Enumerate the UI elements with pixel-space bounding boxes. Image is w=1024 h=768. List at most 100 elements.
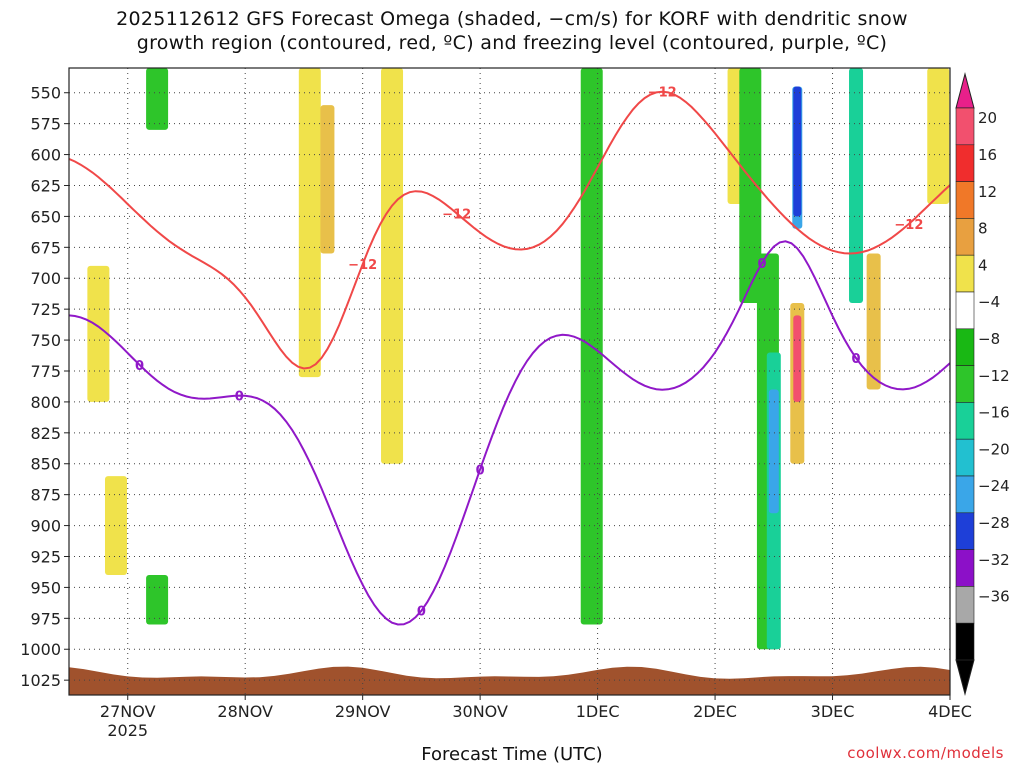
freezing-level-contour — [69, 240, 950, 626]
x-axis-title: Forecast Time (UTC) — [421, 744, 603, 765]
colorbar-label: −24 — [978, 477, 1010, 495]
y-axis: 550 575 600 625 650 675 700 725 750 775 800 825 850 8… — [20, 84, 69, 690]
x-tick-label: 27NOV — [100, 702, 156, 721]
omega-region-15 — [849, 68, 864, 303]
y-tick-label: 675 — [30, 238, 61, 257]
colorbar-bottom-arrow — [955, 659, 975, 696]
colorbar-label: −20 — [978, 440, 1010, 458]
x-tick-label: 2DEC — [693, 702, 737, 721]
colorbar-swatch-14 — [955, 622, 975, 661]
omega-region-9 — [104, 476, 127, 576]
ground-terrain — [69, 666, 950, 695]
y-tick-label: 950 — [30, 578, 61, 597]
y-tick-label: 725 — [30, 300, 61, 319]
dgz-contour-label-0: −12 — [442, 207, 471, 222]
colorbar-label: 12 — [978, 183, 997, 201]
x-tick-label: 4DEC — [928, 702, 972, 721]
y-tick-label: 875 — [30, 486, 61, 505]
colorbar-swatch-10 — [955, 475, 975, 514]
chart-title-line-2: growth region (contoured, red, ºC) and f… — [136, 32, 888, 54]
omega-region-4 — [927, 68, 950, 205]
freezing-contour-label-4: 0 — [758, 257, 767, 272]
omega-region-7 — [793, 315, 802, 402]
omega-region-14 — [768, 389, 779, 514]
x-tick-label: 30NOV — [452, 702, 508, 721]
omega-region-8 — [87, 265, 110, 402]
colorbar-swatch-0 — [955, 107, 975, 146]
omega-region-18 — [146, 68, 169, 130]
y-tick-label: 750 — [30, 331, 61, 350]
colorbar-swatch-4 — [955, 254, 975, 293]
source-credit: coolwx.com/models — [847, 744, 1004, 762]
omega-region-19 — [146, 575, 169, 625]
y-tick-label: 800 — [30, 393, 61, 412]
y-tick-label: 925 — [30, 547, 61, 566]
y-tick-label: 550 — [30, 84, 61, 103]
x-tick-label: 1DEC — [576, 702, 620, 721]
y-tick-label: 575 — [30, 115, 61, 134]
dgz-contour — [69, 90, 950, 370]
ground-fill — [69, 666, 950, 695]
y-tick-label: 625 — [30, 176, 61, 195]
y-tick-label: 1025 — [20, 671, 61, 690]
colorbar-swatch-12 — [955, 549, 975, 587]
colorbar-label: 4 — [978, 256, 988, 274]
colorbar-swatch-7 — [955, 365, 975, 403]
colorbar-label: 8 — [978, 220, 988, 238]
colorbar-label: −28 — [978, 514, 1010, 532]
x-tick-label: 28NOV — [217, 702, 273, 721]
contours: −12 −12 −12 −12 0 0 0 0 0 0 — [69, 86, 950, 626]
y-tick-label: 850 — [30, 455, 61, 474]
y-tick-label: 900 — [30, 517, 61, 536]
colorbar-label: −16 — [978, 404, 1010, 422]
colorbar-label: −32 — [978, 551, 1010, 569]
colorbar-swatch-3 — [955, 218, 975, 256]
colorbar-swatch-5 — [955, 291, 975, 330]
colorbar-swatch-11 — [955, 512, 975, 550]
colorbar-swatch-6 — [955, 328, 975, 366]
freezing-contour-label-3: 0 — [476, 463, 485, 478]
grid-lines — [69, 68, 951, 695]
colorbar-label: −12 — [978, 367, 1010, 385]
dgz-contour-label-3: −12 — [348, 258, 377, 273]
y-tick-label: 1000 — [20, 640, 61, 659]
omega-shading — [87, 68, 950, 650]
freezing-contour-label-5: 0 — [852, 352, 861, 367]
colorbar-swatch-13 — [955, 586, 975, 624]
colorbar-label: 16 — [978, 146, 997, 164]
omega-region-2 — [320, 105, 335, 254]
colorbar: 20 16 12 8 4 −4 −8 −12 −16 −20 −24 −28 −32 −36 — [955, 72, 1010, 696]
x-tick-label: 3DEC — [811, 702, 855, 721]
y-tick-label: 975 — [30, 609, 61, 628]
colorbar-label: −8 — [978, 330, 1000, 348]
freezing-contour-label-1: 0 — [235, 390, 244, 405]
freezing-contour-label-0: 0 — [135, 359, 144, 374]
y-tick-label: 775 — [30, 362, 61, 381]
omega-region-1 — [381, 68, 404, 464]
dgz-contour-label-1: −12 — [648, 86, 677, 101]
y-tick-label: 825 — [30, 424, 61, 443]
y-tick-label: 650 — [30, 207, 61, 226]
omega-region-11 — [739, 68, 762, 303]
freezing-contour-label-2: 0 — [417, 605, 426, 620]
colorbar-swatch-8 — [955, 402, 975, 440]
colorbar-label: 20 — [978, 109, 997, 127]
colorbar-swatch-1 — [955, 144, 975, 182]
colorbar-label: −4 — [978, 293, 1000, 311]
x-tick-label: 29NOV — [335, 702, 391, 721]
y-tick-label: 600 — [30, 146, 61, 165]
omega-region-17 — [793, 86, 802, 217]
plot-frame — [68, 67, 951, 696]
omega-region-0 — [298, 68, 321, 378]
dgz-contour-label-2: −12 — [894, 218, 923, 233]
y-tick-label: 700 — [30, 269, 61, 288]
colorbar-swatch-2 — [955, 181, 975, 219]
omega-region-5 — [866, 253, 881, 390]
colorbar-top-arrow — [955, 72, 975, 109]
x-tick-sublabel: 2025 — [107, 721, 148, 740]
colorbar-label: −36 — [978, 588, 1010, 606]
chart-title-line-1: 2025112612 GFS Forecast Omega (shaded, −… — [116, 8, 908, 30]
colorbar-swatch-9 — [955, 438, 975, 477]
